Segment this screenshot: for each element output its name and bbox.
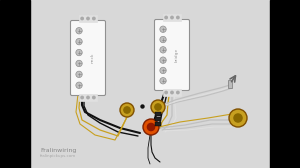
Circle shape	[165, 91, 167, 94]
Circle shape	[76, 60, 82, 67]
Circle shape	[229, 109, 247, 127]
Circle shape	[165, 16, 167, 19]
Circle shape	[160, 47, 166, 53]
Circle shape	[171, 16, 173, 19]
Bar	[155, 122, 161, 125]
FancyBboxPatch shape	[154, 19, 190, 91]
Circle shape	[76, 38, 82, 45]
Text: Fralinwiring: Fralinwiring	[40, 148, 76, 153]
Circle shape	[76, 71, 82, 78]
Circle shape	[177, 16, 179, 19]
Circle shape	[141, 105, 144, 108]
Circle shape	[76, 49, 82, 56]
Circle shape	[87, 17, 89, 20]
Circle shape	[160, 67, 166, 74]
Text: fralinpickups.com: fralinpickups.com	[40, 154, 76, 158]
Circle shape	[81, 17, 83, 20]
Circle shape	[155, 104, 161, 110]
Circle shape	[171, 91, 173, 94]
Circle shape	[93, 17, 95, 20]
Circle shape	[160, 26, 166, 32]
Bar	[79, 15, 97, 22]
Circle shape	[160, 36, 166, 43]
Bar	[155, 112, 161, 116]
Text: bridge: bridge	[175, 48, 179, 62]
Circle shape	[76, 82, 82, 89]
Circle shape	[160, 78, 166, 84]
Circle shape	[124, 107, 130, 113]
Bar	[79, 94, 97, 101]
Bar	[163, 89, 181, 96]
Circle shape	[76, 28, 82, 34]
Circle shape	[151, 100, 165, 114]
Circle shape	[177, 91, 179, 94]
Bar	[0, 0, 30, 168]
Bar	[155, 117, 161, 120]
Circle shape	[87, 96, 89, 99]
Circle shape	[120, 103, 134, 117]
Circle shape	[81, 96, 83, 99]
Circle shape	[147, 123, 155, 131]
FancyBboxPatch shape	[70, 20, 106, 95]
Circle shape	[234, 114, 242, 122]
Bar	[270, 0, 300, 168]
Bar	[163, 14, 181, 21]
Text: neck: neck	[91, 53, 95, 63]
Bar	[228, 80, 232, 88]
Circle shape	[160, 57, 166, 63]
Circle shape	[93, 96, 95, 99]
Circle shape	[143, 119, 159, 135]
